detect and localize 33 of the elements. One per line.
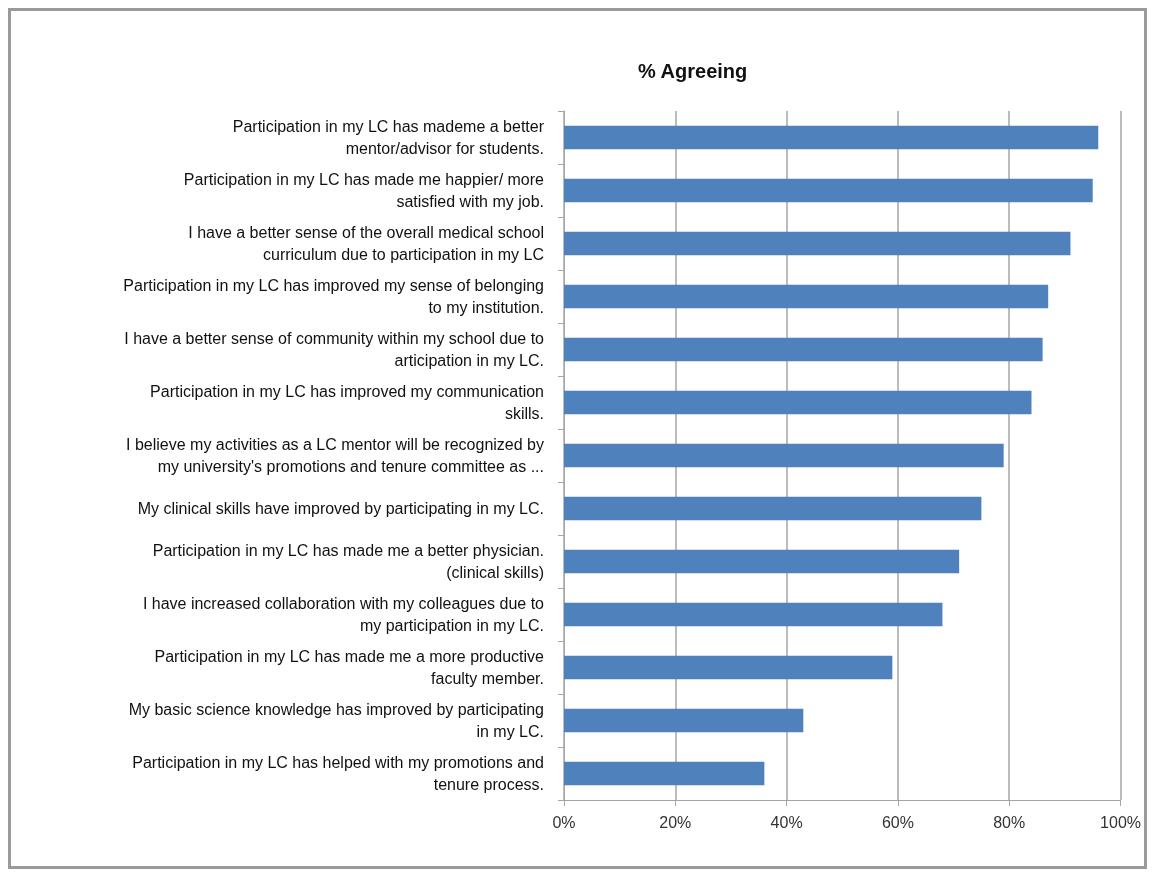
y-tick-label: Participation in my LC has made me a more productive faculty member.	[154, 648, 545, 687]
chart-title: % Agreeing	[638, 60, 748, 82]
x-tick-label: 80%	[993, 813, 1026, 831]
bar	[564, 761, 765, 786]
bar	[564, 337, 1043, 362]
x-tick-label: 20%	[659, 813, 692, 831]
y-tick-label: Participation in my LC has helped with my promotions and tenure process.	[132, 754, 544, 793]
bar	[564, 390, 1032, 415]
y-tick-label: I believe my activities as a LC mentor will be recognized by my university's promotions and tenure committee as ...	[126, 436, 544, 475]
bar	[564, 178, 1093, 203]
x-tick-label: 100%	[1100, 813, 1141, 831]
bar	[564, 496, 982, 521]
x-tick-label: 0%	[552, 813, 576, 831]
y-tick-label: I have a better sense of the overall medical school curriculum due to participation in my LC	[188, 224, 544, 263]
y-tick-label: Participation in my LC has made me a better physician. (clinical skills)	[152, 542, 544, 581]
y-tick-label: Participation in my LC has improved my communication skills.	[150, 383, 544, 422]
y-tick-label: Participation in my LC has mademe a better mentor/advisor for students.	[232, 118, 545, 157]
y-tick-label: My clinical skills have improved by participating in my LC.	[137, 500, 544, 517]
bar	[564, 125, 1099, 150]
bar	[564, 708, 804, 733]
bar	[564, 443, 1004, 468]
bar	[564, 284, 1049, 309]
y-tick-label: I have a better sense of community within my school due to articipation in my LC.	[124, 330, 545, 369]
x-tick-label: 40%	[770, 813, 803, 831]
y-tick-label: Participation in my LC has made me happier/ more satisfied with my job.	[183, 171, 545, 210]
y-tick-label: I have increased collaboration with my colleagues due to my participation in my LC.	[142, 595, 545, 634]
x-tick-label: 60%	[881, 813, 914, 831]
bar	[564, 655, 893, 680]
bar	[564, 602, 943, 627]
y-tick-label: Participation in my LC has improved my sense of belonging to my institution.	[123, 277, 544, 316]
bar	[564, 549, 960, 574]
bar	[564, 231, 1071, 256]
y-tick-label: My basic science knowledge has improved by participating in my LC.	[128, 701, 544, 740]
